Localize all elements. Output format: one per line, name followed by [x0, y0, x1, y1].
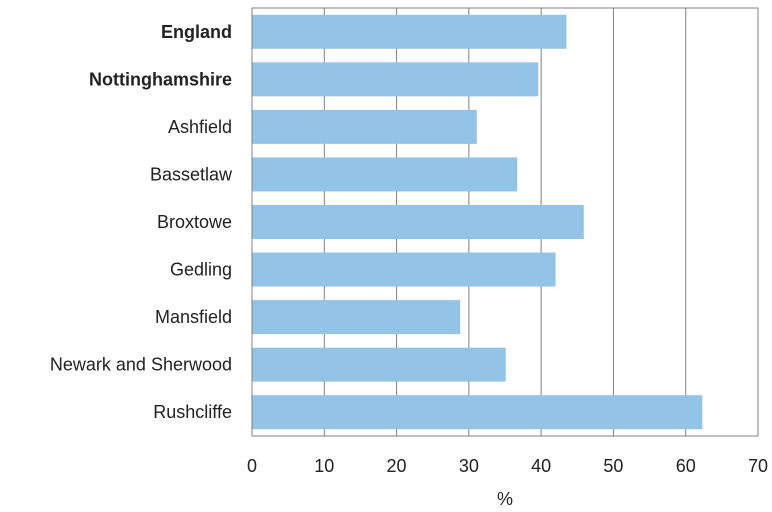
- x-axis-title: %: [497, 489, 513, 509]
- bars: [252, 14, 703, 430]
- x-tick-label-10: 10: [314, 456, 334, 476]
- bar-rushcliffe: [252, 395, 703, 430]
- x-tick-label-50: 50: [603, 456, 623, 476]
- plot-area-frame: [251, 7, 759, 437]
- category-label: Mansfield: [155, 307, 232, 327]
- bar-gedling: [252, 252, 556, 287]
- x-tick-label-30: 30: [459, 456, 479, 476]
- category-labels: England Nottinghamshire Ashfield Bassetlaw B…: [50, 22, 233, 422]
- x-tick-label-40: 40: [531, 456, 551, 476]
- x-tick-label-70: 70: [748, 456, 768, 476]
- bar-nottinghamshire: [252, 62, 539, 97]
- x-tick-label-60: 60: [676, 456, 696, 476]
- x-tick-label-0: 0: [247, 456, 257, 476]
- category-label: Nottinghamshire: [89, 69, 232, 89]
- category-label: Broxtowe: [157, 212, 232, 232]
- bar-broxtowe: [252, 205, 584, 239]
- x-tick-label-20: 20: [387, 456, 407, 476]
- category-label: Ashfield: [168, 117, 232, 137]
- category-label: England: [161, 22, 232, 42]
- bar-england: [252, 14, 567, 49]
- bar-ashfield: [252, 109, 477, 144]
- category-label: Gedling: [170, 260, 232, 280]
- bar-newark-and-sherwood: [252, 347, 506, 382]
- category-label: Rushcliffe: [153, 402, 232, 422]
- category-label: Bassetlaw: [150, 164, 233, 184]
- category-label: Newark and Sherwood: [50, 355, 232, 375]
- bar-bassetlaw: [252, 157, 518, 192]
- x-tick-labels: 0 10 20 30 40 50 60 70: [247, 456, 768, 476]
- bar-mansfield: [252, 300, 461, 335]
